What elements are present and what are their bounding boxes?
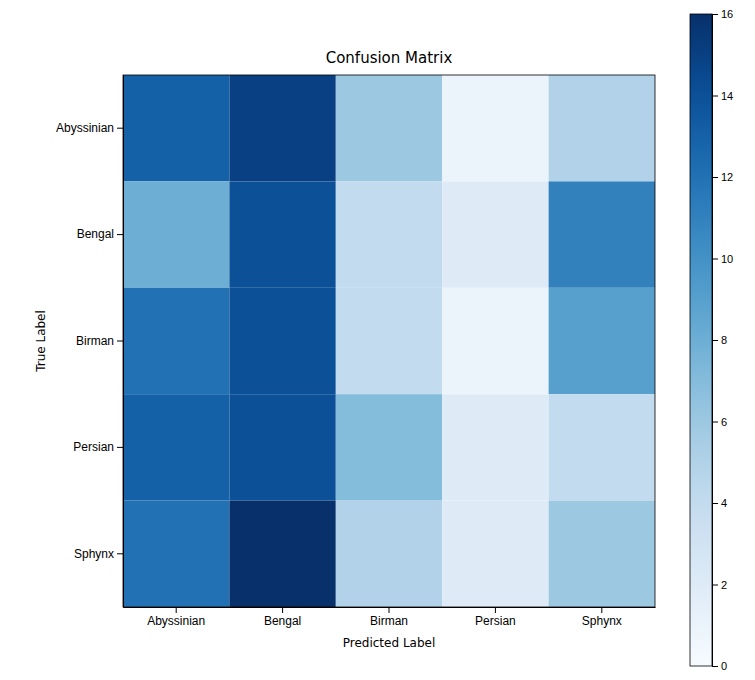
cell	[229, 501, 335, 607]
cell	[442, 394, 548, 500]
cell	[229, 181, 335, 287]
x-tick-mark	[389, 607, 390, 613]
cell	[549, 288, 655, 394]
y-tick-label: Sphynx	[74, 547, 114, 561]
y-tick-label: Birman	[76, 334, 114, 348]
x-axis: Abyssinian Bengal Birman Persian Sphynx	[124, 607, 656, 628]
color-bar-tick: 12	[712, 171, 733, 183]
y-tick-label: Abyssinian	[56, 121, 114, 135]
x-tick: Abyssinian	[147, 607, 205, 628]
x-tick: Persian	[475, 607, 516, 628]
plot-area: AbyssinianBengalBirmanPersianSphynxAbyss…	[56, 75, 656, 628]
y-tick-mark	[117, 128, 123, 129]
cell	[336, 501, 442, 607]
x-tick: Birman	[370, 607, 408, 628]
color-bar-tick-mark	[712, 585, 718, 586]
color-bar-tick: 0	[712, 660, 727, 672]
color-bar-tick-mark	[712, 259, 718, 260]
x-tick-label: Abyssinian	[147, 614, 205, 628]
color-bar-tick-label: 4	[721, 497, 727, 509]
y-tick: Persian	[73, 440, 123, 454]
cell	[336, 394, 442, 500]
cell	[549, 75, 655, 181]
x-tick-mark	[282, 607, 283, 613]
color-bar-tick-label: 16	[721, 8, 733, 20]
plot-frame	[123, 75, 655, 607]
color-bar-tick-mark	[712, 340, 718, 341]
y-axis-title: True Label	[34, 310, 48, 373]
x-tick-label: Persian	[475, 614, 516, 628]
color-bar-tick-mark	[712, 96, 718, 97]
cell	[336, 288, 442, 394]
color-bar-tick-label: 14	[721, 90, 733, 102]
y-axis-line	[123, 76, 124, 608]
cell	[123, 501, 229, 607]
y-tick: Birman	[76, 334, 123, 348]
color-bar-tick-label: 12	[721, 171, 733, 183]
color-bar-tick: 16	[712, 8, 733, 20]
color-bar-tick-mark	[712, 177, 718, 178]
cell	[123, 288, 229, 394]
color-bar-tick: 10	[712, 253, 733, 265]
color-bar-tick: 8	[712, 334, 727, 346]
cell	[229, 394, 335, 500]
x-tick-mark	[495, 607, 496, 613]
color-bar-tick: 14	[712, 90, 733, 102]
y-tick-mark	[117, 447, 123, 448]
color-bar-tick-mark	[712, 503, 718, 504]
color-bar-tick-label: 10	[721, 253, 733, 265]
color-bar-tick: 4	[712, 497, 727, 509]
x-tick-label: Birman	[370, 614, 408, 628]
color-bar-tick-label: 8	[721, 334, 727, 346]
color-bar-tick-mark	[712, 14, 718, 15]
color-bar-axis: 0 2 4 6 8 10 12 14 16	[712, 8, 733, 672]
color-bar: 0 2 4 6 8 10 12 14 16	[690, 8, 733, 672]
cell	[442, 75, 548, 181]
chart-title: Confusion Matrix	[326, 49, 453, 67]
cell	[229, 75, 335, 181]
x-tick-mark	[601, 607, 602, 613]
cell	[123, 75, 229, 181]
color-bar-gradient	[690, 14, 712, 666]
color-bar-tick-label: 0	[721, 660, 727, 672]
cell	[123, 394, 229, 500]
x-tick-label: Sphynx	[582, 614, 622, 628]
cell	[549, 394, 655, 500]
color-bar-tick: 2	[712, 579, 727, 591]
y-tick-mark	[117, 341, 123, 342]
x-tick: Bengal	[264, 607, 301, 628]
color-bar-tick-mark	[712, 422, 718, 423]
y-tick-mark	[117, 553, 123, 554]
y-tick: Abyssinian	[56, 121, 123, 135]
color-bar-tick-label: 2	[721, 579, 727, 591]
cell	[442, 501, 548, 607]
cell	[336, 75, 442, 181]
x-tick-mark	[176, 607, 177, 613]
cell	[123, 181, 229, 287]
x-tick-label: Bengal	[264, 614, 301, 628]
color-bar-tick-label: 6	[721, 416, 727, 428]
y-tick: Bengal	[77, 227, 123, 241]
y-tick: Sphynx	[74, 547, 123, 561]
cells	[123, 75, 655, 607]
y-tick-mark	[117, 234, 123, 235]
y-tick-label: Persian	[73, 440, 114, 454]
x-tick: Sphynx	[582, 607, 622, 628]
color-bar-tick: 6	[712, 416, 727, 428]
cell	[549, 501, 655, 607]
color-bar-tick-mark	[712, 666, 718, 667]
cell	[442, 288, 548, 394]
x-axis-title: Predicted Label	[343, 636, 436, 650]
y-axis: Abyssinian Bengal Birman Persian Sphynx	[56, 76, 124, 608]
cell	[229, 288, 335, 394]
cell	[442, 181, 548, 287]
cell	[336, 181, 442, 287]
y-tick-label: Bengal	[77, 227, 114, 241]
cell	[549, 181, 655, 287]
chart: AbyssinianBengalBirmanPersianSphynxAbyss…	[0, 0, 755, 680]
